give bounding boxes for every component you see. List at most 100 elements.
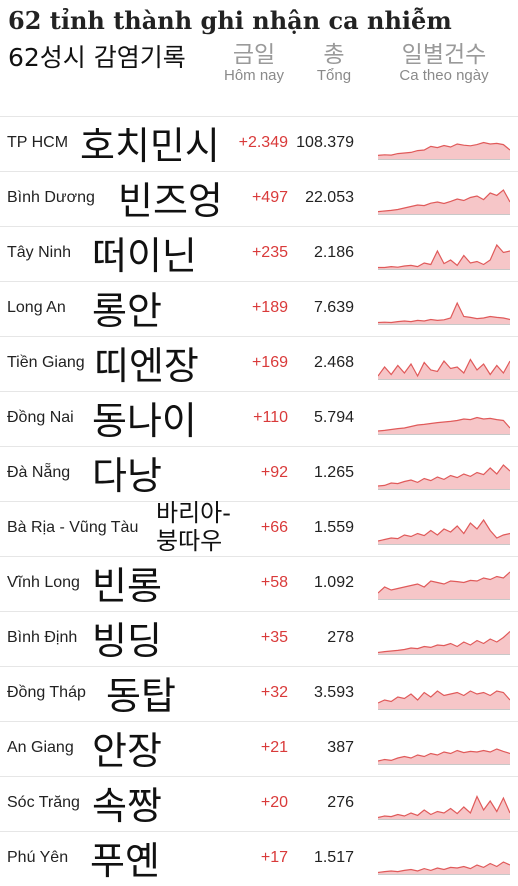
page-subtitle-korean: 62성시 감염기록 <box>8 43 186 72</box>
today-count: +20 <box>260 794 288 811</box>
province-name: Đà Nẵng <box>7 464 71 481</box>
today-count: +110 <box>253 409 288 426</box>
province-name-korean: 떠이닌 <box>92 234 197 278</box>
province-name: Bình Dương <box>7 189 95 206</box>
today-count: +32 <box>260 684 288 701</box>
column-header-daily-korean: 일별건수 <box>401 42 487 68</box>
province-name-korean: 동탑 <box>106 674 176 718</box>
total-count: 1.517 <box>313 849 354 866</box>
sparkline-area <box>378 303 510 324</box>
daily-sparkline <box>378 464 510 490</box>
sparkline-line <box>378 795 510 819</box>
province-name-korean: 바리아-붕따우 <box>156 499 231 555</box>
total-count: 276 <box>327 794 354 811</box>
table-row: Đồng Nai 동나이 +110 5.794 <box>0 391 518 446</box>
table-row: Đà Nẵng 다낭 +92 1.265 <box>0 446 518 501</box>
daily-sparkline <box>378 631 510 655</box>
province-name-korean: 롱안 <box>92 289 162 333</box>
sparkline-area <box>378 520 510 544</box>
province-name: Đồng Tháp <box>7 684 86 701</box>
daily-sparkline <box>378 358 510 380</box>
province-name-korean: 동나이 <box>92 399 197 443</box>
today-count: +497 <box>251 189 288 206</box>
sparkline-area <box>378 359 510 379</box>
table-row: Đồng Tháp 동탑 +32 3.593 <box>0 666 518 721</box>
province-name-korean: 속짱 <box>92 784 162 828</box>
sparkline-line <box>378 189 510 213</box>
sparkline-line <box>378 243 510 269</box>
sparkline-line <box>378 631 510 654</box>
sparkline-area <box>378 796 510 819</box>
today-count: +58 <box>260 574 288 591</box>
today-count: +169 <box>251 354 288 371</box>
total-count: 22.053 <box>305 189 354 206</box>
province-name: Đồng Nai <box>7 409 74 426</box>
sparkline-area <box>378 572 510 599</box>
sparkline-area <box>378 691 510 709</box>
province-name: Vĩnh Long <box>7 574 80 591</box>
sparkline-line <box>378 690 510 704</box>
column-header-total-label: Tổng <box>316 67 352 84</box>
column-header-today: 금일 Hôm nay <box>208 42 300 84</box>
province-name: Long An <box>7 299 66 316</box>
today-count: +21 <box>260 739 288 756</box>
province-name: TP HCM <box>7 134 69 151</box>
sparkline-line <box>378 416 510 432</box>
table-row: Phú Yên 푸옌 +17 1.517 <box>0 831 518 886</box>
total-count: 2.186 <box>313 244 354 261</box>
daily-sparkline <box>378 416 510 435</box>
sparkline-area <box>378 142 510 159</box>
column-header-today-korean: 금일 <box>232 42 276 68</box>
total-count: 3.593 <box>313 684 354 701</box>
sparkline-line <box>378 358 510 378</box>
daily-sparkline <box>378 795 510 820</box>
daily-sparkline <box>378 690 510 710</box>
province-name-korean: 안장 <box>92 729 162 773</box>
table-row: Tiền Giang 띠엔장 +169 2.468 <box>0 336 518 391</box>
table-row: Vĩnh Long 빈롱 +58 1.092 <box>0 556 518 611</box>
sparkline-line <box>378 141 510 156</box>
daily-sparkline <box>378 189 510 215</box>
sparkline-area <box>378 245 510 269</box>
table-row: Bình Dương 빈즈엉 +497 22.053 <box>0 171 518 226</box>
province-name: Phú Yên <box>7 849 69 866</box>
province-name-korean: 빈롱 <box>92 564 162 608</box>
table-row: Tây Ninh 떠이닌 +235 2.186 <box>0 226 518 281</box>
total-count: 5.794 <box>313 409 354 426</box>
sparkline-line <box>378 464 510 487</box>
table-row: Sóc Trăng 속짱 +20 276 <box>0 776 518 831</box>
column-header-total-korean: 총 <box>323 42 345 68</box>
province-name-korean: 다낭 <box>92 454 162 498</box>
column-header-daily: 일별건수 Ca theo ngày <box>376 42 512 84</box>
province-name-korean: 빙딩 <box>92 619 162 663</box>
today-count: +2.349 <box>238 134 288 151</box>
sparkline-area <box>378 749 510 764</box>
daily-sparkline <box>378 518 510 545</box>
table-row: Bình Định 빙딩 +35 278 <box>0 611 518 666</box>
daily-sparkline <box>378 301 510 325</box>
daily-sparkline <box>378 748 510 765</box>
today-count: +92 <box>260 464 288 481</box>
today-count: +235 <box>251 244 288 261</box>
sparkline-area <box>378 417 510 434</box>
table-row: Bà Rịa - Vũng Tàu 바리아-붕따우 +66 1.559 <box>0 499 518 556</box>
province-table: TP HCM 호치민시 +2.349 108.379 Bình Dương 빈즈엉 +497… <box>0 116 518 886</box>
today-count: +189 <box>251 299 288 316</box>
total-count: 2.468 <box>313 354 354 371</box>
column-header-today-label: Hôm nay <box>223 67 285 84</box>
province-name-korean: 빈즈엉 <box>118 179 223 223</box>
province-name: Tiền Giang <box>7 354 85 371</box>
province-name: Bình Định <box>7 629 78 646</box>
province-name: Sóc Trăng <box>7 794 80 811</box>
province-name-korean: 호치민시 <box>80 124 220 168</box>
column-header-total: 총 Tổng <box>296 42 372 84</box>
today-count: +17 <box>260 849 288 866</box>
page-title: 62 tỉnh thành ghi nhận ca nhiễm <box>8 6 452 35</box>
daily-sparkline <box>378 141 510 160</box>
sparkline-line <box>378 518 510 542</box>
today-count: +66 <box>260 519 288 536</box>
total-count: 1.092 <box>313 574 354 591</box>
daily-sparkline <box>378 243 510 270</box>
province-name: Bà Rịa - Vũng Tàu <box>7 519 139 536</box>
column-header-daily-label: Ca theo ngày <box>399 67 489 84</box>
